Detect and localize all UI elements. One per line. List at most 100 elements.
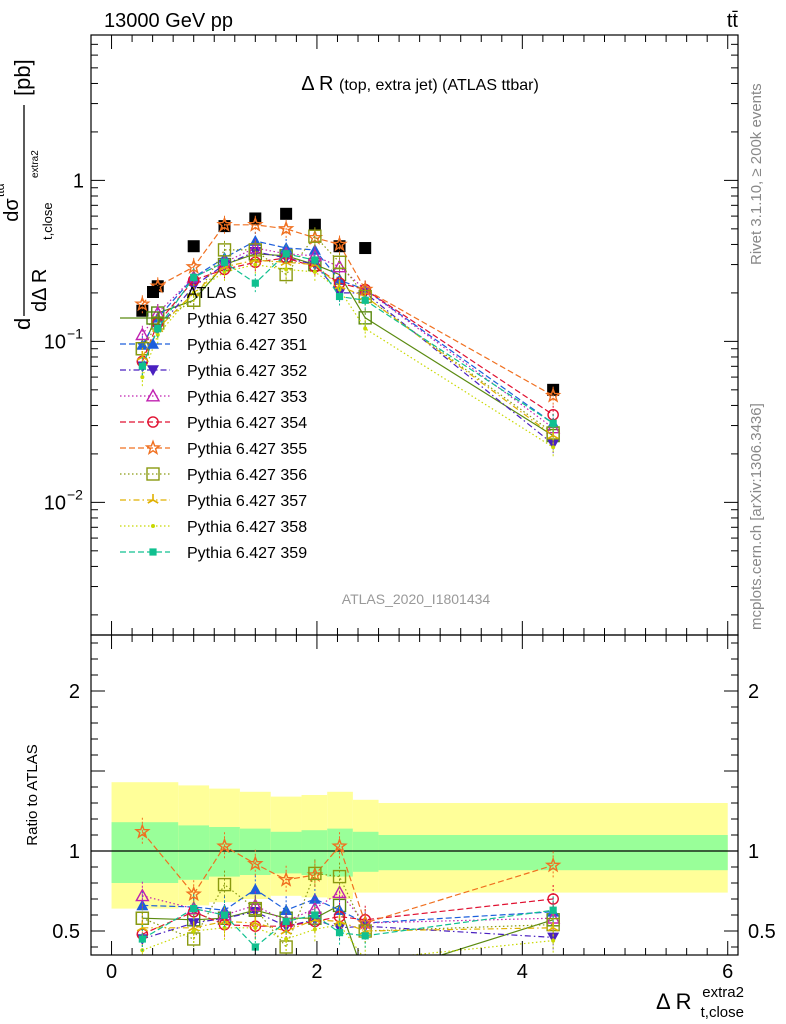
legend-marker [146, 467, 160, 481]
legend-label: Pythia 6.427 354 [187, 415, 307, 432]
y-tick-exponent: −1 [67, 325, 83, 341]
legend-entry-pythia-6-427-350: Pythia 6.427 350 [120, 311, 307, 328]
ratio-point [280, 904, 293, 915]
legend-marker [147, 416, 159, 428]
data-point [187, 240, 200, 253]
data-point [138, 362, 146, 370]
legend-entry-pythia-6-427-356: Pythia 6.427 356 [120, 467, 307, 484]
data-point [140, 375, 145, 380]
legend-marker [151, 524, 155, 528]
y-tick-label-10-2: 10 [44, 492, 66, 514]
series-line-pythia-6-427-351 [141, 240, 554, 424]
data-point [332, 259, 347, 273]
data-point [547, 439, 560, 451]
x-axis-label-sub: t,close [701, 1004, 744, 1021]
ratio-point [222, 925, 227, 930]
ratio-point [191, 929, 196, 933]
analysis-tag: ATLAS_2020_I1801434 [342, 591, 491, 607]
ratio-point [312, 927, 317, 932]
data-point [253, 262, 258, 267]
data-point [359, 242, 372, 255]
ratio-point [363, 958, 367, 962]
legend-marker [144, 439, 162, 455]
data-point [155, 332, 160, 337]
ratio-point [332, 885, 347, 899]
legend-marker [149, 548, 157, 556]
data-point [136, 350, 148, 361]
ratio-y-tick-label-left-2: 2 [69, 681, 80, 703]
ratio-y-tick-label-right-0-5: 0.5 [748, 921, 776, 943]
series-line-pythia-6-427-352 [141, 251, 554, 445]
y-axis-label-denominator: dΔ R [29, 269, 51, 312]
data-point [544, 386, 562, 403]
series-line-pythia-6-427-357 [141, 259, 554, 437]
ratio-point [134, 823, 151, 839]
x-tick-label-4: 4 [517, 961, 528, 983]
data-point [217, 243, 232, 257]
series-line-pythia-6-427-358 [141, 263, 554, 448]
legend-label: Pythia 6.427 351 [187, 337, 307, 354]
data-point [251, 279, 259, 287]
data-point [154, 325, 162, 333]
data-point [282, 250, 290, 258]
series-pythia-6-427-359 [138, 244, 557, 433]
legend-label: Pythia 6.427 352 [187, 363, 307, 380]
data-point [190, 273, 198, 281]
ratio-point [549, 906, 557, 914]
legend-entry-pythia-6-427-353: Pythia 6.427 353 [120, 388, 307, 406]
legend-label: ATLAS [187, 285, 237, 302]
legend-marker [145, 388, 161, 402]
y-axis-label-numerator: dσ [1, 198, 23, 222]
ratio-point [306, 866, 324, 882]
data-point [135, 327, 150, 341]
data-point [308, 229, 322, 243]
ratio-point [135, 888, 150, 902]
legend-label: Pythia 6.427 356 [187, 467, 307, 484]
data-point [337, 287, 342, 292]
ratio-point [361, 932, 369, 940]
legend-entry-pythia-6-427-358: Pythia 6.427 358 [120, 519, 307, 536]
series-line-pythia-6-427-359 [141, 253, 554, 424]
main-panel: 110 −110 −2Δ R (top, extra jet) (ATLAS ttb… [0, 34, 739, 636]
ratio-point [551, 938, 556, 943]
ratio-point [185, 885, 202, 902]
data-point [363, 326, 368, 331]
series-line-pythia-6-427-353 [141, 247, 554, 429]
ratio-point [249, 883, 262, 895]
uncertainty-band-inner [111, 822, 179, 883]
uncertainty-band-inner [178, 825, 210, 880]
ratio-point [190, 905, 198, 913]
series-pythia-6-427-358 [140, 255, 556, 457]
data-point [332, 255, 347, 269]
header-right-label: tt̄ [727, 10, 739, 32]
legend-entry-pythia-6-427-355: Pythia 6.427 355 [120, 439, 307, 458]
y-tick-exponent: −2 [67, 486, 83, 502]
ratio-point [251, 943, 259, 951]
main-title-detail: (top, extra jet) (ATLAS ttbar) [339, 77, 539, 94]
legend-entry-pythia-6-427-357: Pythia 6.427 357 [120, 493, 307, 510]
legend-entry-pythia-6-427-359: Pythia 6.427 359 [120, 545, 307, 562]
y-axis-label-unit: [pb] [10, 59, 35, 96]
mcplots-label: mcplots.cern.ch [arXiv:1306.3436] [748, 403, 765, 630]
legend-entry-pythia-6-427-351: Pythia 6.427 351 [120, 337, 307, 354]
legend-marker [147, 286, 159, 298]
ratio-point [284, 937, 289, 941]
legend-label: Pythia 6.427 358 [187, 519, 307, 536]
data-point [216, 216, 233, 232]
data-point [280, 207, 293, 220]
ratio-y-axis-label: Ratio to ATLAS [24, 744, 41, 845]
legend-label: Pythia 6.427 355 [187, 441, 307, 458]
ratio-point [138, 935, 146, 943]
data-point [134, 295, 151, 312]
data-point [331, 235, 348, 252]
legend-entry-atlas: ATLAS [147, 285, 237, 302]
data-point [191, 290, 196, 295]
legend-label: Pythia 6.427 359 [187, 545, 307, 562]
ratio-point [277, 871, 295, 887]
series-line-pythia-6-427-355 [141, 224, 554, 397]
y-axis-label-denominator-sup: extra2 [30, 150, 41, 178]
main-title-symbol: Δ R [301, 73, 339, 95]
y-tick-label-1: 1 [73, 170, 84, 192]
legend-label: Pythia 6.427 357 [187, 493, 307, 510]
